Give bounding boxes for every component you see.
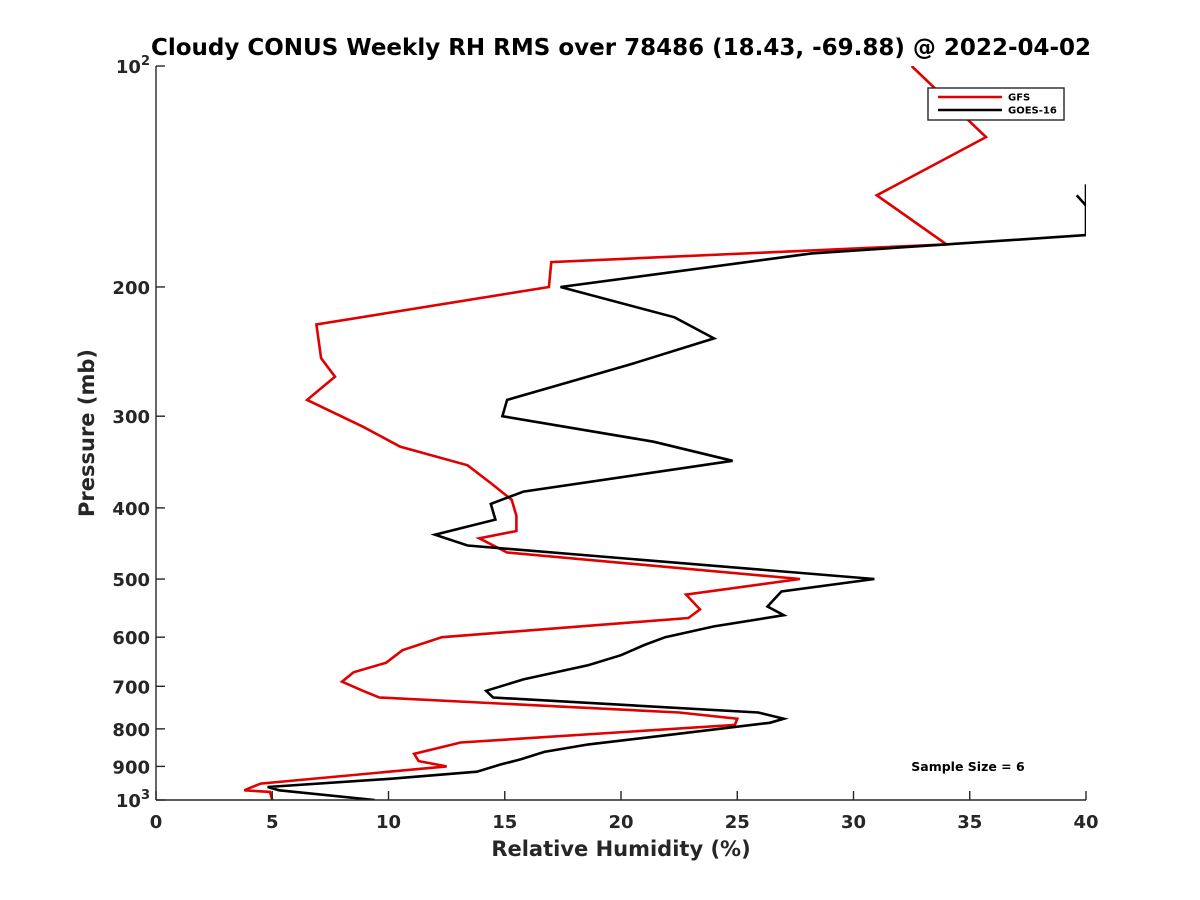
y-tick-label: 600 xyxy=(112,628,150,649)
y-tick-label: 400 xyxy=(112,499,150,520)
y-tick-label: 300 xyxy=(112,407,150,428)
legend-label: GFS xyxy=(1008,93,1030,104)
axes xyxy=(155,66,1086,801)
x-tick-label: 20 xyxy=(608,812,633,833)
legend: GFS GOES-16 xyxy=(927,87,1065,121)
x-tick-label: 10 xyxy=(376,812,401,833)
y-axis-ticks: 102 200 300 400 500 600 700 800 900 103 xyxy=(112,54,165,812)
x-tick-label: 30 xyxy=(841,812,866,833)
legend-box xyxy=(927,87,1065,121)
y-tick-label: 900 xyxy=(112,757,150,778)
x-tick-label: 25 xyxy=(725,812,750,833)
x-tick-label: 5 xyxy=(266,812,279,833)
x-tick-label: 0 xyxy=(150,812,163,833)
chart-title: Cloudy CONUS Weekly RH RMS over 78486 (1… xyxy=(151,35,1091,61)
x-tick-label: 35 xyxy=(957,812,982,833)
series-line-gfs xyxy=(243,66,989,800)
x-tick-label: 15 xyxy=(492,812,517,833)
x-axis-label: Relative Humidity (%) xyxy=(491,837,750,861)
y-tick-label: 500 xyxy=(112,570,150,591)
x-axis-ticks: 0 5 10 15 20 25 30 35 40 xyxy=(150,791,1099,833)
y-tick-label: 800 xyxy=(112,720,150,741)
sample-size-annotation: Sample Size = 6 xyxy=(911,759,1025,774)
series-line-goes-16 xyxy=(267,184,1086,800)
y-axis-label: Pressure (mb) xyxy=(75,349,99,517)
y-tick-label: 102 xyxy=(116,54,150,78)
plot-area xyxy=(243,66,1086,800)
y-tick-label: 700 xyxy=(112,677,150,698)
legend-label: GOES-16 xyxy=(1008,106,1057,117)
y-tick-label: 103 xyxy=(116,788,150,812)
y-tick-label: 200 xyxy=(112,278,150,299)
x-tick-label: 40 xyxy=(1073,812,1098,833)
